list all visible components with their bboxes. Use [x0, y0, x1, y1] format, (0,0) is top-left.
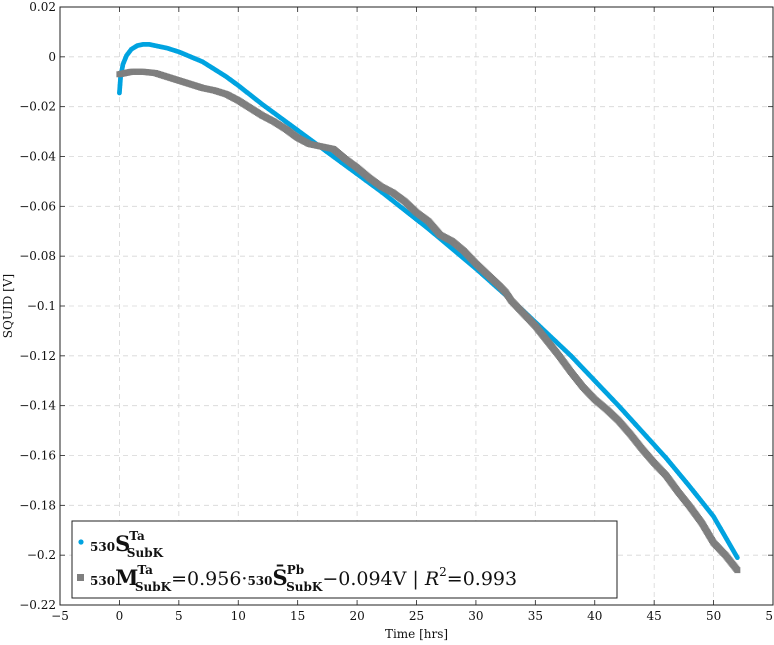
x-tick-label: 55 — [765, 609, 774, 623]
x-tick-label: 30 — [468, 609, 483, 623]
x-axis-label: Time [hrs] — [385, 627, 448, 641]
x-tick-label: 35 — [528, 609, 543, 623]
x-tick-label: 20 — [349, 609, 364, 623]
x-tick-label: 25 — [409, 609, 424, 623]
y-tick-label: −0.04 — [19, 150, 56, 164]
tick-marks — [59, 6, 774, 606]
y-tick-label: −0.14 — [19, 399, 56, 413]
legend-entry-series-2: 530MTa SubK=0.956·530S̄Pb SubK−0.094V | R2… — [90, 563, 517, 594]
series-2 — [116, 68, 741, 574]
y-axis-label: SQUID [V] — [1, 274, 15, 338]
x-tick-label: 50 — [706, 609, 721, 623]
x-tick-label: 15 — [290, 609, 305, 623]
x-tick-label: 40 — [587, 609, 602, 623]
x-tick-label: 5 — [175, 609, 183, 623]
data-point — [734, 567, 741, 574]
series-1 — [117, 41, 740, 561]
data-point — [734, 555, 740, 561]
legend-entry-series-1: 530STa SubK — [90, 529, 164, 560]
y-tick-label: −0.12 — [19, 349, 56, 363]
legend: 530STa SubK 530MTa SubK=0.956·530S̄Pb SubK−… — [71, 520, 618, 599]
legend-marker-series-2 — [77, 574, 84, 581]
y-tick-label: −0.22 — [19, 598, 56, 612]
y-tick-label: −0.06 — [19, 199, 56, 213]
x-tick-label: 45 — [647, 609, 662, 623]
legend-frame — [71, 520, 618, 599]
y-tick-label: 0 — [48, 50, 56, 64]
y-tick-label: −0.1 — [27, 299, 56, 313]
x-tick-label: −5 — [51, 609, 69, 623]
grid — [59, 6, 774, 606]
y-tick-label: −0.16 — [19, 449, 56, 463]
y-tick-label: 0.02 — [29, 0, 56, 14]
legend-marker-series-1 — [78, 539, 84, 545]
y-tick-label: −0.08 — [19, 249, 56, 263]
x-tick-label: 10 — [231, 609, 246, 623]
x-tick-labels: −5 0 5 10 15 20 25 30 35 40 45 50 55 — [51, 609, 774, 623]
y-tick-labels: 0.02 0 −0.02 −0.04 −0.06 −0.08 −0.1 −0.12 −0.14 −… — [19, 0, 56, 612]
y-tick-label: −0.18 — [19, 498, 56, 512]
y-tick-label: −0.02 — [19, 100, 56, 114]
y-tick-label: −0.2 — [27, 548, 56, 562]
series-layer — [116, 41, 741, 574]
x-tick-label: 0 — [116, 609, 124, 623]
